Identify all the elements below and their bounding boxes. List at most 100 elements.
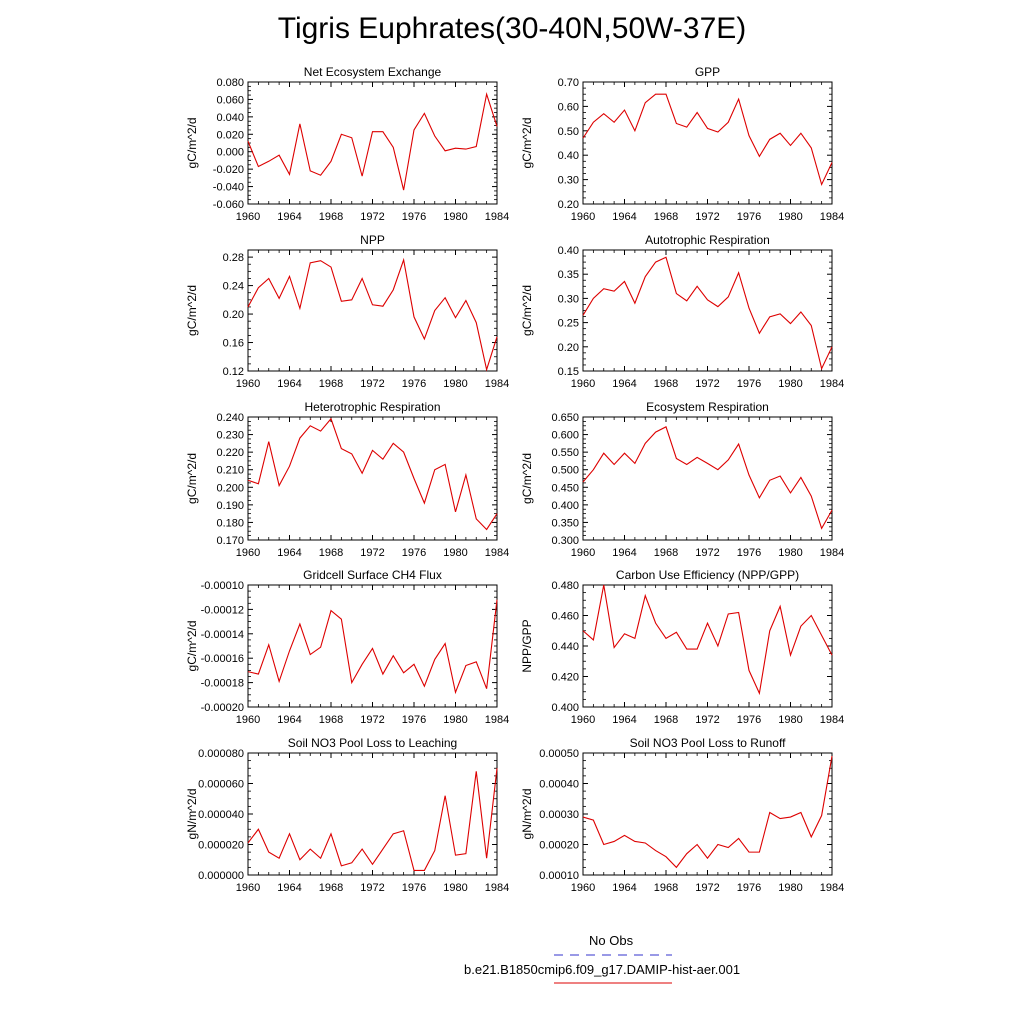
x-tick-label: 1972 (695, 882, 719, 894)
x-tick-label: 1980 (443, 378, 467, 390)
series-line (582, 755, 833, 869)
plot-title: Autotrophic Respiration (645, 233, 770, 247)
x-tick-label: 1976 (402, 211, 426, 223)
x-tick-label: 1980 (443, 882, 467, 894)
y-tick-label: 0.40 (558, 245, 579, 257)
plot-title: Soil NO3 Pool Loss to Runoff (630, 736, 787, 750)
y-tick-label: 0.00050 (539, 748, 579, 760)
x-tick-label: 1976 (737, 714, 761, 726)
x-tick-label: 1968 (319, 882, 343, 894)
series-line (247, 417, 498, 531)
x-tick-label: 1980 (443, 547, 467, 559)
x-tick-label: 1972 (695, 714, 719, 726)
x-tick-label: 1976 (402, 882, 426, 894)
x-tick-label: 1980 (778, 547, 802, 559)
y-axis-label: gC/m^2/d (520, 285, 534, 336)
y-tick-label: 0.00020 (539, 840, 579, 852)
x-tick-label: 1972 (360, 714, 384, 726)
y-tick-label: 0.00030 (539, 809, 579, 821)
x-tick-label: 1980 (443, 714, 467, 726)
x-tick-label: 1972 (695, 211, 719, 223)
x-tick-label: 1968 (654, 714, 678, 726)
x-tick-label: 1976 (402, 547, 426, 559)
series-line (582, 256, 833, 371)
x-tick-label: 1968 (319, 547, 343, 559)
y-tick-label: 0.70 (558, 77, 579, 89)
x-tick-label: 1964 (612, 211, 636, 223)
y-tick-label: 0.35 (558, 269, 579, 281)
x-tick-label: 1976 (737, 882, 761, 894)
y-tick-label: 0.50 (558, 126, 579, 138)
y-tick-label: 0.300 (551, 535, 579, 547)
x-tick-label: 1960 (236, 378, 260, 390)
plot-title: Soil NO3 Pool Loss to Leaching (288, 736, 457, 750)
x-tick-label: 1976 (737, 378, 761, 390)
x-tick-label: 1960 (571, 882, 595, 894)
x-tick-label: 1972 (360, 211, 384, 223)
y-axis-label: gC/m^2/d (185, 453, 199, 504)
x-tick-label: 1984 (485, 547, 509, 559)
y-axis-label: gN/m^2/d (520, 789, 534, 840)
y-tick-label: 0.040 (216, 112, 244, 124)
series-line (582, 584, 833, 696)
plot-frame (582, 249, 833, 372)
y-tick-label: 0.28 (223, 252, 244, 264)
plot-frame (582, 752, 833, 876)
y-axis-label: gC/m^2/d (185, 621, 199, 672)
y-tick-label: 0.00040 (539, 779, 579, 791)
x-tick-label: 1976 (402, 378, 426, 390)
x-tick-label: 1960 (236, 211, 260, 223)
y-tick-label: 0.170 (216, 535, 244, 547)
x-tick-label: 1964 (277, 547, 301, 559)
x-tick-label: 1968 (319, 714, 343, 726)
y-tick-label: 0.30 (558, 175, 579, 187)
x-tick-label: 1960 (571, 714, 595, 726)
y-tick-label: 0.600 (551, 430, 579, 442)
y-tick-label: 0.440 (551, 641, 579, 653)
plot-frame (247, 584, 498, 708)
x-tick-label: 1972 (695, 378, 719, 390)
x-tick-label: 1964 (277, 211, 301, 223)
x-tick-label: 1984 (485, 211, 509, 223)
y-tick-label: 0.000020 (198, 840, 244, 852)
y-axis-label: gC/m^2/d (185, 285, 199, 336)
x-tick-label: 1964 (612, 714, 636, 726)
y-tick-label: 0.000040 (198, 809, 244, 821)
y-tick-label: 0.460 (551, 611, 579, 623)
series-line (582, 426, 833, 530)
x-tick-label: 1968 (654, 882, 678, 894)
y-tick-label: 0.16 (223, 338, 244, 350)
x-tick-label: 1984 (820, 882, 844, 894)
y-tick-label: 0.12 (223, 366, 244, 378)
y-tick-label: 0.450 (551, 482, 579, 494)
y-tick-label: 0.500 (551, 465, 579, 477)
x-tick-label: 1968 (319, 211, 343, 223)
y-tick-label: -0.040 (213, 182, 244, 194)
y-tick-label: 0.000 (216, 147, 244, 159)
y-tick-label: 0.190 (216, 500, 244, 512)
plot-title: Carbon Use Efficiency (NPP/GPP) (616, 568, 799, 582)
y-tick-label: 0.480 (551, 580, 579, 592)
y-tick-label: 0.20 (223, 309, 244, 321)
x-tick-label: 1984 (820, 211, 844, 223)
x-tick-label: 1968 (654, 378, 678, 390)
y-tick-label: 0.240 (216, 412, 244, 424)
y-tick-label: 0.25 (558, 318, 579, 330)
plot-frame (582, 584, 833, 708)
x-tick-label: 1976 (737, 547, 761, 559)
series-line (247, 599, 498, 695)
x-tick-label: 1984 (820, 378, 844, 390)
x-tick-label: 1984 (485, 378, 509, 390)
y-tick-label: -0.060 (213, 199, 244, 211)
y-tick-label: 0.060 (216, 94, 244, 106)
plot-frame (582, 416, 833, 541)
x-tick-label: 1964 (277, 714, 301, 726)
series-line (247, 768, 498, 871)
x-tick-label: 1964 (277, 378, 301, 390)
series-line (582, 93, 833, 187)
plot-title: Gridcell Surface CH4 Flux (303, 568, 442, 582)
x-tick-label: 1960 (236, 714, 260, 726)
y-axis-label: gC/m^2/d (520, 453, 534, 504)
y-tick-label: 0.350 (551, 517, 579, 529)
